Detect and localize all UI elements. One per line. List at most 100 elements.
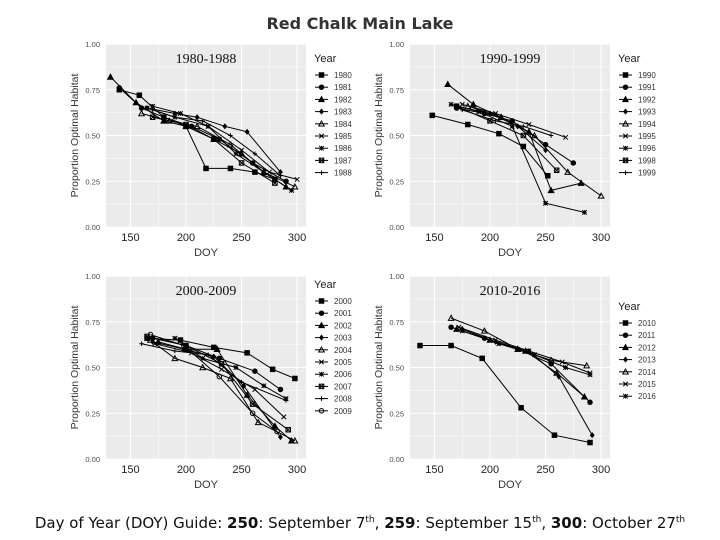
marker-x xyxy=(622,133,629,139)
legend-label: 2015 xyxy=(638,380,656,389)
marker-triangle xyxy=(621,95,630,103)
y-tick-label: 0.75 xyxy=(85,86,100,95)
marker-star xyxy=(200,355,206,361)
series-line xyxy=(420,345,591,443)
marker-boxed-x xyxy=(520,132,527,139)
legend-entry: 1994 xyxy=(619,120,656,129)
series-line xyxy=(467,105,602,197)
y-tick-label: 1.00 xyxy=(85,40,100,49)
marker-star xyxy=(261,169,267,175)
legend-entry: 1986 xyxy=(315,144,352,153)
marker-circle xyxy=(587,399,593,406)
legend-label: 1981 xyxy=(334,83,352,92)
marker-diamond xyxy=(556,373,562,380)
marker-open-triangle xyxy=(137,109,146,117)
marker-plus xyxy=(521,124,526,129)
marker-plus xyxy=(150,107,155,113)
x-tick-label: 200 xyxy=(481,464,499,476)
x-tick-label: 150 xyxy=(121,464,139,476)
legend-entry: 2014 xyxy=(619,368,656,377)
doy-guide-doy: 259 xyxy=(384,514,416,532)
legend-entry: 2016 xyxy=(619,392,656,401)
x-tick-label: 300 xyxy=(288,232,306,244)
marker-triangle xyxy=(580,392,589,400)
legend-label: 1995 xyxy=(638,132,656,141)
marker-open-circle xyxy=(181,342,187,349)
marker-square xyxy=(551,432,558,438)
marker-square xyxy=(465,121,471,128)
marker-boxed-x-cross xyxy=(250,401,256,407)
marker-plus xyxy=(319,170,324,175)
marker-diamond xyxy=(623,108,628,115)
marker-plus xyxy=(239,379,244,385)
chart-panel: 0.00 0.25 0.50 0.75 1.00 150 200 250 300 DOY Propo… xyxy=(69,272,352,491)
marker-plus xyxy=(252,151,258,157)
marker-plus xyxy=(493,118,498,124)
marker-open-triangle xyxy=(291,436,299,444)
marker-boxed-x xyxy=(622,157,629,164)
legend-label: 1990 xyxy=(638,71,656,80)
legend-entry: 2004 xyxy=(315,346,352,355)
marker-open-triangle xyxy=(530,131,539,139)
marker-x xyxy=(152,341,158,347)
marker-square xyxy=(227,165,234,172)
marker-star xyxy=(150,103,156,109)
legend-label: 1985 xyxy=(334,132,352,141)
marker-star xyxy=(448,101,454,107)
marker-diamond xyxy=(244,128,250,135)
y-tick-label: 0.25 xyxy=(389,177,404,186)
series-1995 xyxy=(459,101,569,140)
marker-boxed-x-cross xyxy=(318,383,325,390)
marker-diamond xyxy=(623,356,628,363)
x-tick-label: 300 xyxy=(288,464,306,476)
series-1999 xyxy=(459,107,554,138)
marker-triangle xyxy=(160,117,168,124)
x-tick-label: 250 xyxy=(232,232,250,244)
period-label: 1980-1988 xyxy=(176,52,237,67)
period-label: 1990-1999 xyxy=(480,52,541,67)
marker-square xyxy=(448,342,454,349)
marker-star xyxy=(581,209,588,215)
marker-boxed-x-cross xyxy=(272,180,278,186)
marker-open-triangle xyxy=(199,363,207,371)
marker-square xyxy=(318,72,325,78)
chart-main-title: Red Chalk Main Lake xyxy=(266,14,454,33)
legend-entry: 1990 xyxy=(619,71,656,80)
marker-open-circle xyxy=(216,373,223,380)
marker-boxed-x xyxy=(183,121,189,128)
legend-label: 2005 xyxy=(334,358,352,367)
marker-open-triangle xyxy=(497,113,505,120)
series-2010 xyxy=(417,342,593,446)
y-tick-label: 0.50 xyxy=(389,364,404,373)
marker-boxed-x-cross xyxy=(211,136,217,142)
x-axis-label: DOY xyxy=(194,479,219,491)
marker-open-triangle xyxy=(564,168,572,175)
marker-open-triangle xyxy=(193,122,201,130)
legend-label: 1980 xyxy=(334,71,352,80)
marker-boxed-x xyxy=(553,167,560,174)
legend-entry: 1980 xyxy=(315,71,352,80)
x-tick-label: 200 xyxy=(177,464,195,476)
legend-entry: 2002 xyxy=(315,321,352,330)
marker-x xyxy=(144,105,150,111)
marker-plus xyxy=(172,348,178,354)
marker-square xyxy=(269,366,276,373)
legend-entry: 2008 xyxy=(315,395,352,404)
charts-canvas: 0.00 0.25 0.50 0.75 1.00 150 200 250 300 DOY Propo… xyxy=(69,40,656,491)
marker-star xyxy=(233,364,239,371)
marker-plus xyxy=(200,118,205,124)
legend-label: 2009 xyxy=(334,407,352,416)
y-tick-label: 0.00 xyxy=(85,223,100,232)
legend-entry: 2011 xyxy=(619,331,656,340)
legend-entry: 1981 xyxy=(315,83,352,92)
marker-open-triangle xyxy=(621,120,630,127)
series-1987 xyxy=(149,114,278,186)
marker-open-triangle xyxy=(226,374,235,382)
marker-triangle xyxy=(469,100,477,108)
legend-label: 1982 xyxy=(334,95,352,104)
marker-plus xyxy=(459,107,465,113)
marker-open-triangle xyxy=(583,361,591,369)
marker-square xyxy=(292,375,298,382)
legend: Year 2010 2011 2012 2013 2014 2015 2016 xyxy=(618,301,656,401)
marker-star xyxy=(476,109,482,115)
